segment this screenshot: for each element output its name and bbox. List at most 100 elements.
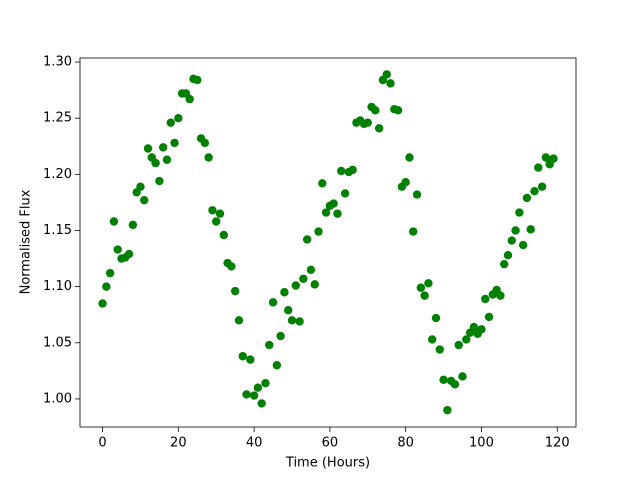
point bbox=[420, 291, 429, 300]
point bbox=[503, 250, 513, 260]
point bbox=[136, 182, 145, 191]
y-tick-label: 1.05 bbox=[43, 335, 72, 350]
x-tick-label: 60 bbox=[322, 436, 339, 451]
point bbox=[215, 209, 225, 218]
point bbox=[155, 176, 164, 186]
point bbox=[435, 345, 444, 354]
point bbox=[416, 283, 426, 292]
point bbox=[113, 245, 122, 254]
point bbox=[386, 79, 395, 88]
y-tick-label: 1.20 bbox=[43, 167, 72, 182]
point bbox=[143, 144, 153, 153]
point bbox=[518, 240, 528, 250]
point bbox=[541, 153, 551, 162]
point bbox=[302, 235, 312, 244]
point bbox=[382, 70, 391, 79]
point bbox=[454, 340, 463, 350]
point bbox=[249, 391, 259, 400]
x-tick-label: 100 bbox=[469, 436, 494, 451]
point bbox=[371, 106, 380, 115]
point bbox=[409, 227, 418, 236]
point bbox=[128, 220, 138, 230]
point bbox=[534, 163, 543, 172]
y-tick-label: 1.00 bbox=[43, 391, 72, 406]
point bbox=[537, 182, 547, 191]
x-tick-label: 0 bbox=[98, 436, 106, 451]
plot-frame bbox=[79, 57, 577, 428]
point bbox=[306, 265, 316, 274]
point bbox=[234, 316, 244, 325]
point bbox=[272, 361, 282, 370]
point bbox=[227, 262, 236, 271]
x-tick-label: 80 bbox=[397, 436, 414, 451]
point bbox=[291, 281, 300, 290]
point bbox=[477, 325, 486, 334]
x-tick-label: 120 bbox=[545, 436, 570, 451]
point bbox=[242, 390, 251, 399]
point bbox=[333, 209, 342, 218]
point bbox=[496, 291, 505, 300]
point bbox=[450, 380, 460, 389]
point bbox=[257, 399, 266, 408]
point bbox=[363, 118, 372, 127]
point bbox=[238, 352, 247, 361]
point bbox=[522, 193, 532, 203]
y-tick-label: 1.15 bbox=[43, 223, 72, 238]
point bbox=[109, 217, 119, 226]
x-axis-label: Time (Hours) bbox=[285, 456, 370, 471]
y-axis-label: Normalised Flux bbox=[19, 189, 34, 294]
point bbox=[484, 312, 494, 322]
point bbox=[507, 236, 516, 245]
point bbox=[299, 274, 308, 283]
point bbox=[268, 298, 278, 307]
y-tick-label: 1.30 bbox=[43, 55, 72, 70]
point bbox=[401, 177, 410, 187]
point bbox=[321, 208, 331, 217]
point bbox=[469, 322, 479, 332]
point bbox=[515, 208, 524, 217]
point bbox=[549, 154, 558, 163]
point bbox=[230, 286, 240, 296]
point bbox=[162, 155, 172, 164]
point bbox=[443, 405, 452, 415]
point bbox=[102, 282, 111, 291]
point bbox=[428, 335, 437, 344]
point bbox=[193, 75, 202, 85]
y-tick-label: 1.25 bbox=[43, 111, 72, 126]
point bbox=[439, 375, 448, 385]
point bbox=[219, 230, 228, 240]
point bbox=[105, 268, 115, 278]
point bbox=[393, 106, 403, 115]
point bbox=[481, 294, 490, 304]
point bbox=[511, 226, 520, 235]
point bbox=[265, 340, 274, 350]
point bbox=[348, 165, 357, 175]
point bbox=[526, 225, 535, 234]
point bbox=[166, 118, 175, 127]
point bbox=[284, 306, 293, 315]
point bbox=[337, 166, 346, 176]
point bbox=[253, 383, 263, 392]
point bbox=[185, 94, 194, 104]
point bbox=[295, 317, 304, 326]
point bbox=[280, 288, 289, 297]
point bbox=[212, 217, 221, 226]
point bbox=[124, 249, 134, 259]
point bbox=[340, 189, 350, 198]
point bbox=[318, 179, 327, 188]
point bbox=[499, 259, 509, 269]
point bbox=[98, 299, 107, 308]
point bbox=[424, 279, 433, 288]
point bbox=[314, 227, 323, 236]
point bbox=[151, 158, 160, 168]
point bbox=[329, 199, 338, 208]
point bbox=[200, 138, 210, 148]
point bbox=[462, 335, 471, 344]
point bbox=[458, 372, 467, 381]
point bbox=[431, 313, 441, 323]
point bbox=[276, 331, 285, 341]
point bbox=[140, 195, 149, 205]
point bbox=[174, 113, 183, 123]
point bbox=[287, 316, 297, 325]
